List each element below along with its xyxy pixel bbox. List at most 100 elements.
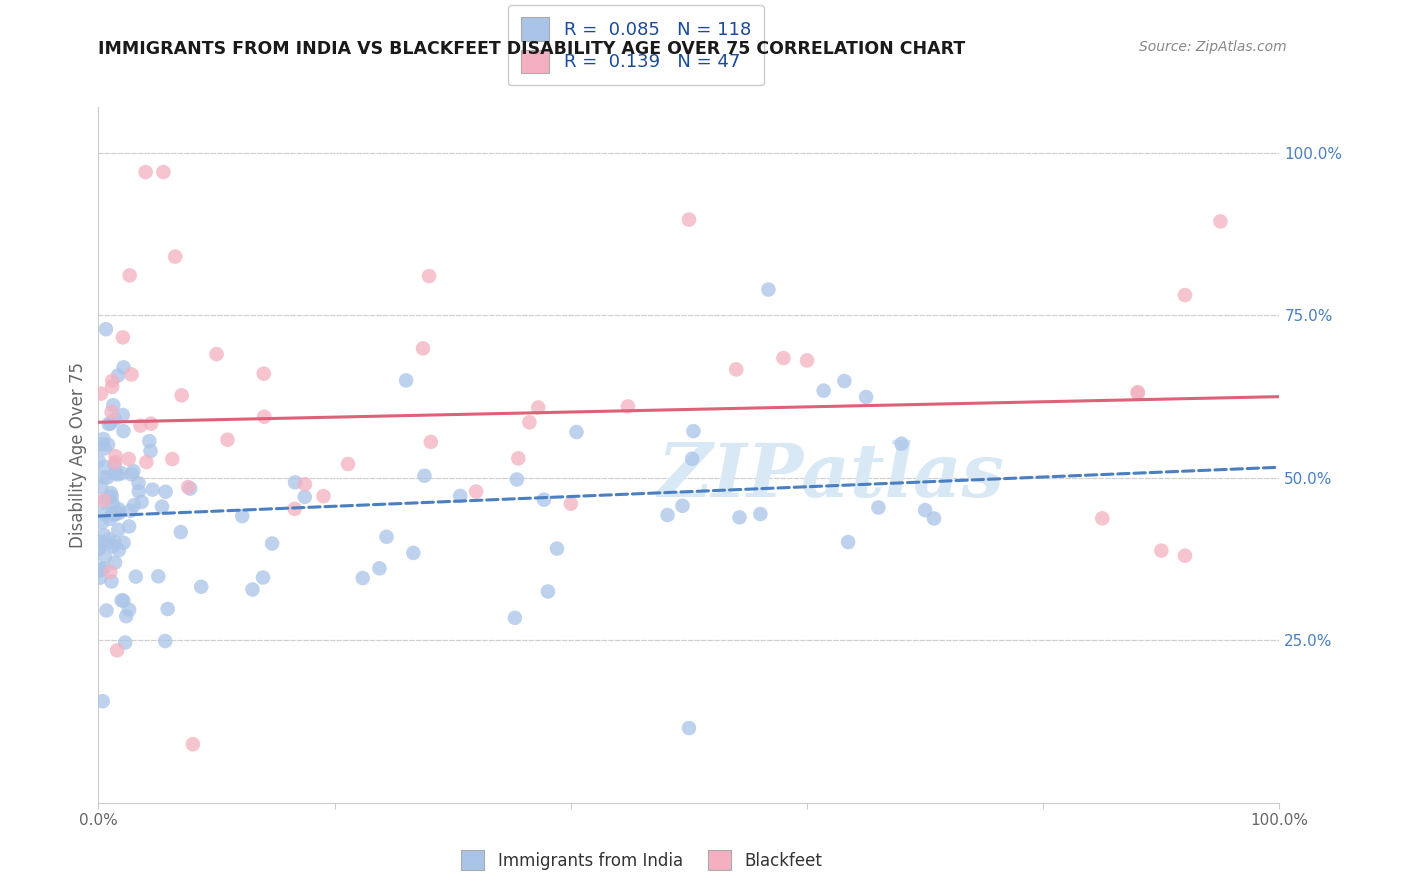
Point: [617, 400, 640, 414]
Point: [107, 502, 129, 516]
Point: [142, 483, 165, 497]
Point: [253, 367, 276, 381]
Point: [87, 453, 110, 467]
Point: [101, 380, 124, 394]
Point: [834, 374, 856, 388]
Point: [152, 165, 174, 179]
Point: [107, 467, 129, 482]
Point: [749, 507, 772, 521]
Point: [100, 417, 122, 431]
Point: [1126, 385, 1149, 400]
Point: [418, 269, 440, 284]
Point: [546, 541, 568, 556]
Point: [107, 543, 129, 558]
Point: [725, 362, 748, 376]
Point: [101, 490, 124, 504]
Point: [181, 737, 204, 751]
Point: [678, 721, 700, 735]
Point: [103, 398, 125, 412]
Point: [465, 484, 488, 499]
Point: [395, 373, 418, 387]
Point: [796, 353, 818, 368]
Point: [449, 489, 471, 503]
Point: [105, 507, 128, 521]
Point: [156, 602, 179, 616]
Point: [100, 405, 122, 419]
Point: [94, 549, 117, 564]
Point: [758, 283, 780, 297]
Point: [170, 388, 193, 402]
Point: [253, 409, 276, 424]
Point: [728, 510, 751, 524]
Point: [111, 408, 134, 422]
Point: [89, 571, 111, 585]
Point: [125, 569, 148, 583]
Point: [139, 417, 162, 431]
Point: [150, 500, 173, 514]
Text: ZIPatlas: ZIPatlas: [657, 440, 1004, 512]
Point: [352, 571, 374, 585]
Point: [101, 374, 124, 388]
Point: [657, 508, 679, 522]
Point: [122, 498, 145, 512]
Point: [94, 537, 117, 551]
Point: [100, 574, 122, 589]
Point: [284, 501, 307, 516]
Point: [772, 351, 794, 365]
Point: [94, 460, 117, 475]
Point: [87, 541, 110, 556]
Point: [118, 603, 141, 617]
Point: [155, 484, 177, 499]
Point: [262, 536, 284, 550]
Point: [115, 609, 138, 624]
Point: [90, 563, 112, 577]
Point: [97, 438, 120, 452]
Point: [242, 582, 264, 597]
Point: [94, 442, 117, 456]
Point: [112, 535, 135, 549]
Point: [413, 468, 436, 483]
Point: [1150, 543, 1173, 558]
Point: [179, 482, 201, 496]
Point: [118, 268, 141, 283]
Point: [104, 455, 127, 469]
Point: [1174, 549, 1197, 563]
Point: [96, 470, 118, 484]
Point: [922, 511, 945, 525]
Point: [93, 561, 115, 575]
Point: [294, 490, 316, 504]
Point: [112, 593, 135, 607]
Point: [868, 500, 890, 515]
Point: [104, 449, 127, 463]
Point: [135, 165, 157, 179]
Y-axis label: Disability Age Over 75: Disability Age Over 75: [69, 362, 87, 548]
Point: [1209, 214, 1232, 228]
Point: [101, 506, 124, 520]
Point: [506, 473, 529, 487]
Point: [527, 401, 550, 415]
Point: [110, 467, 132, 481]
Point: [89, 535, 111, 549]
Point: [107, 523, 129, 537]
Point: [681, 451, 703, 466]
Point: [855, 390, 877, 404]
Point: [100, 486, 122, 500]
Point: [519, 415, 541, 429]
Point: [111, 330, 134, 344]
Point: [914, 503, 936, 517]
Point: [138, 434, 160, 449]
Point: [131, 495, 153, 509]
Point: [94, 322, 117, 336]
Legend: Immigrants from India, Blackfeet: Immigrants from India, Blackfeet: [453, 842, 831, 878]
Point: [91, 516, 114, 530]
Point: [90, 480, 112, 494]
Point: [93, 507, 115, 521]
Point: [98, 512, 121, 526]
Point: [90, 535, 112, 549]
Point: [503, 611, 526, 625]
Point: [98, 532, 121, 546]
Point: [231, 509, 253, 524]
Point: [129, 418, 152, 433]
Point: [107, 368, 129, 383]
Point: [419, 434, 441, 449]
